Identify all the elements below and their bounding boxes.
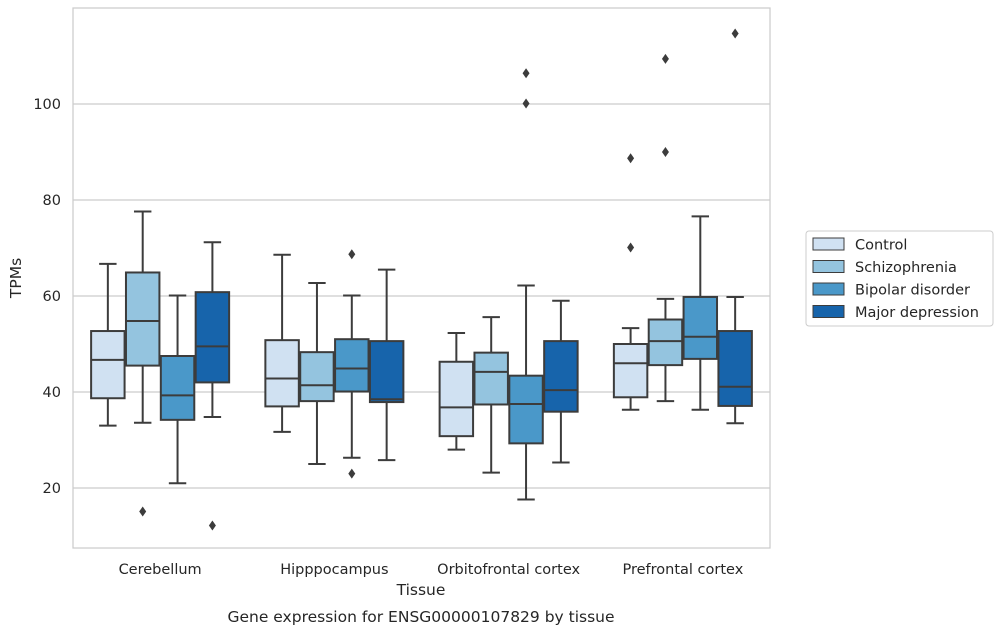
legend-label: Control xyxy=(855,238,907,254)
plot-marks xyxy=(90,28,753,531)
x-tick-label: Hipppocampus xyxy=(280,562,388,578)
outlier-point xyxy=(627,242,635,253)
box xyxy=(368,340,405,404)
legend-swatch xyxy=(812,282,845,296)
outlier-point xyxy=(661,147,669,157)
box xyxy=(612,343,649,399)
box xyxy=(90,330,126,400)
box-group xyxy=(264,253,300,433)
box-group xyxy=(717,28,753,425)
chart-caption: Gene expression for ENSG00000107829 by t… xyxy=(227,608,614,626)
y-axis-label: TPMs xyxy=(7,258,25,299)
outlier-point xyxy=(522,98,530,109)
box xyxy=(299,351,335,403)
box xyxy=(647,318,684,367)
legend-label: Bipolar disorder xyxy=(855,283,970,299)
box-group xyxy=(473,316,509,474)
legend-label: Major depression xyxy=(855,305,979,321)
plot-frame xyxy=(72,7,771,549)
y-tick-label: 40 xyxy=(43,385,61,401)
box-group xyxy=(124,210,161,517)
legend-frame xyxy=(805,230,994,327)
box xyxy=(264,339,300,408)
outlier-point xyxy=(348,468,356,479)
legend-swatch xyxy=(812,305,845,318)
box-group xyxy=(299,282,335,465)
box-group xyxy=(612,153,649,411)
box-group xyxy=(334,249,370,479)
box xyxy=(473,351,509,406)
box xyxy=(543,340,579,413)
box-group xyxy=(438,331,475,451)
box xyxy=(682,295,719,360)
y-tick-label: 80 xyxy=(43,193,61,209)
box-group xyxy=(543,299,579,464)
y-tick-label: 60 xyxy=(43,289,61,305)
y-tick-labels: 20 40 60 80 100 xyxy=(33,97,61,497)
box-group xyxy=(368,268,405,462)
x-tick-label: Prefrontal cortex xyxy=(622,562,743,578)
box-group xyxy=(682,215,719,411)
y-tick-label: 20 xyxy=(43,481,61,497)
box xyxy=(159,355,196,421)
box-group xyxy=(90,262,126,427)
x-tick-label: Cerebellum xyxy=(119,562,202,578)
legend-swatch xyxy=(812,237,845,251)
outlier-point xyxy=(627,153,635,164)
box-group xyxy=(159,294,196,485)
box xyxy=(508,374,544,445)
box xyxy=(124,271,161,367)
box xyxy=(438,360,475,438)
box xyxy=(334,338,370,393)
outlier-point xyxy=(208,520,216,531)
box xyxy=(194,291,231,384)
legend: Control Schizophrenia Bipolar disorder Majo… xyxy=(805,230,994,327)
x-axis-label: Tissue xyxy=(396,581,446,599)
outlier-point xyxy=(661,53,669,64)
legend-swatch xyxy=(812,260,845,273)
outlier-point xyxy=(522,68,530,79)
box-group xyxy=(647,53,684,403)
box xyxy=(717,330,753,407)
box-group xyxy=(508,68,544,501)
x-tick-label: Orbitofrontal cortex xyxy=(437,562,580,578)
y-tick-label: 100 xyxy=(33,97,61,113)
x-tick-labels: Cerebellum Hipppocampus Orbitofrontal cort… xyxy=(119,562,744,578)
outlier-point xyxy=(139,506,147,517)
outlier-point xyxy=(348,249,356,260)
outlier-point xyxy=(731,28,739,39)
box-group xyxy=(194,241,231,531)
legend-label: Schizophrenia xyxy=(855,260,957,276)
